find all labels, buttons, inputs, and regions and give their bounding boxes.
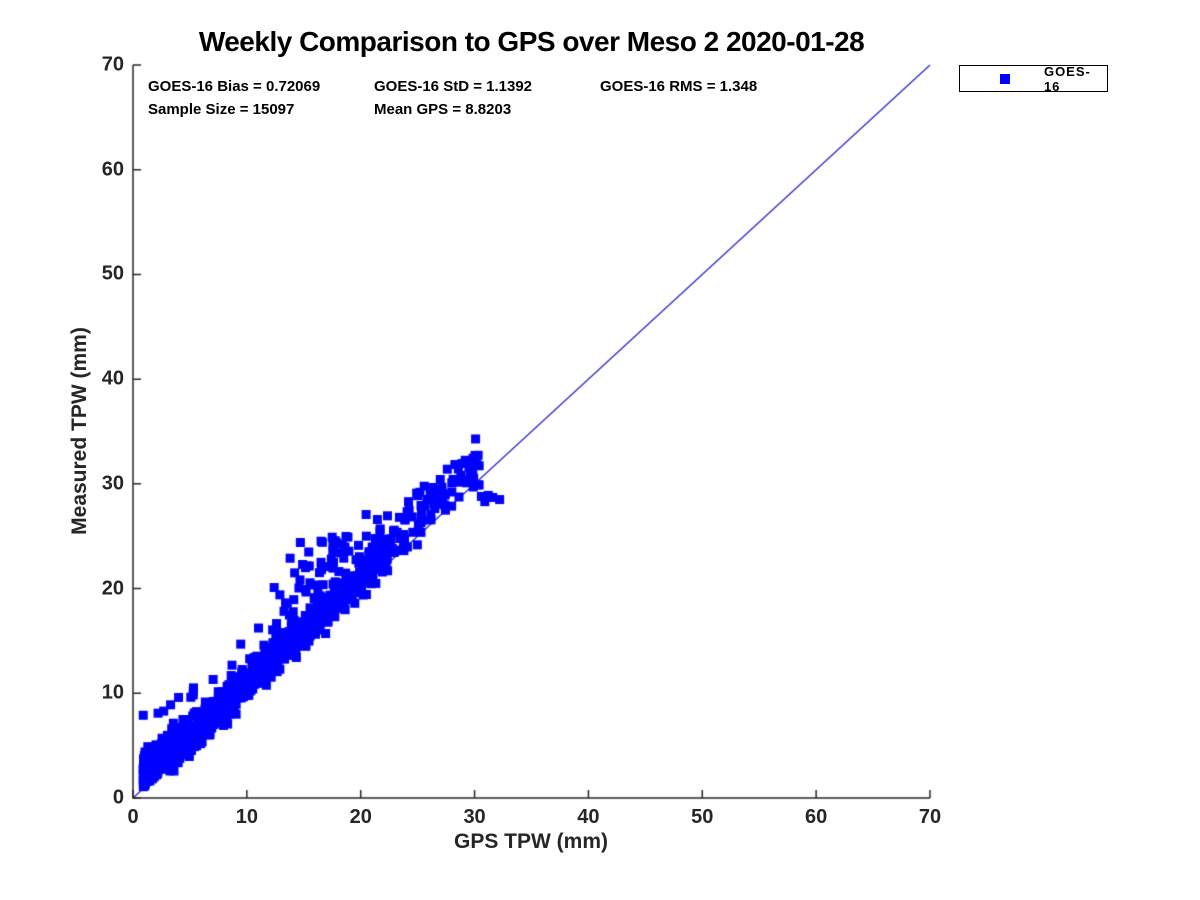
x-tick-label: 50 xyxy=(691,806,714,828)
y-tick-label: 60 xyxy=(101,158,124,181)
y-tick-label: 40 xyxy=(101,367,124,390)
y-tick-label: 0 xyxy=(112,786,124,809)
x-tick-label: 40 xyxy=(577,806,600,828)
y-tick-label: 20 xyxy=(101,577,124,600)
stat-std-text: GOES-16 StD = 1.1392 xyxy=(374,78,532,95)
y-axis-label: Measured TPW (mm) xyxy=(68,327,91,535)
legend-label: GOES-16 xyxy=(1043,63,1091,94)
y-tick-label: 50 xyxy=(101,262,124,285)
stat-rms-text: GOES-16 RMS = 1.348 xyxy=(600,78,758,95)
stat-bias-text: GOES-16 Bias = 0.72069 xyxy=(148,78,321,95)
y-tick-label: 10 xyxy=(101,681,124,704)
goes16-square-marker-icon xyxy=(1000,73,1010,84)
stat-mean-gps-text: Mean GPS = 8.8203 xyxy=(374,101,512,118)
x-axis-label: GPS TPW (mm) xyxy=(453,830,609,853)
x-tick-label: 60 xyxy=(805,806,828,828)
legend: GOES-16 xyxy=(959,63,1108,94)
x-tick-label: 10 xyxy=(235,806,258,828)
x-tick-label: 70 xyxy=(918,806,942,828)
chart-title: Weekly Comparison to GPS over Meso 2 202… xyxy=(198,26,865,57)
y-tick-label: 70 xyxy=(101,53,124,76)
x-tick-label: 20 xyxy=(349,806,372,828)
stat-sample-size-text: Sample Size = 15097 xyxy=(148,101,295,118)
x-tick-label: 30 xyxy=(463,806,486,828)
y-tick-label: 30 xyxy=(101,472,124,495)
x-tick-label: 0 xyxy=(127,806,139,828)
